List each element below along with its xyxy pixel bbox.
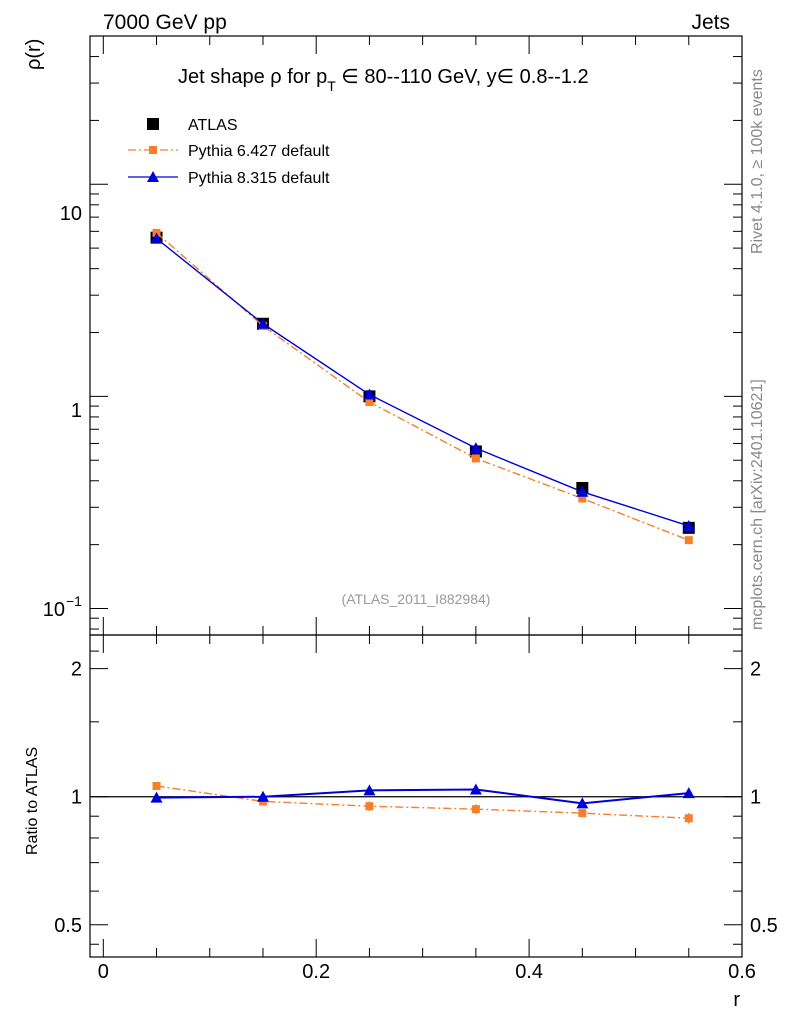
ratio-y-tick-label-1: 1 xyxy=(71,787,82,809)
main-point-pythia-6-427-default xyxy=(471,454,480,463)
ratio-point-pythia-8-315-default xyxy=(256,790,269,802)
ratio-y-tick-label-2: 2 xyxy=(71,659,82,681)
main-y-tick-label-10: 10 xyxy=(60,203,82,225)
x-tick-label-0: 0 xyxy=(98,961,109,983)
title-prefix: Jet shape xyxy=(178,66,270,88)
analysis-id-label: (ATLAS_2011_I882984) xyxy=(342,591,491,607)
title-in2: ∈ xyxy=(497,66,520,88)
ratio-point-pythia-6-427-default xyxy=(365,802,374,811)
header-left-label: 7000 GeV pp xyxy=(103,11,227,34)
main-point-pythia-6-427-default xyxy=(578,494,587,503)
legend: ATLAS Pythia 6.427 default Pythia 8.315 … xyxy=(128,117,330,187)
ratio-series-group xyxy=(150,781,695,824)
ratio-y-tick-label-right-2: 2 xyxy=(750,659,761,681)
main-y-tick-label-1: 1 xyxy=(71,400,82,422)
ratio-line-pythia-6-427-default xyxy=(156,785,689,819)
x-axis-ticks xyxy=(102,36,743,957)
ratio-point-pythia-6-427-default xyxy=(578,809,587,818)
ratio-point-pythia-6-427-default xyxy=(684,814,693,823)
x-tick-label-0.4: 0.4 xyxy=(515,961,543,983)
main-point-pythia-8-315-default xyxy=(576,485,589,497)
main-point-pythia-6-427-default xyxy=(684,536,693,545)
main-axis-ticks xyxy=(90,35,742,630)
legend-label-pythia8: Pythia 8.315 default xyxy=(188,170,330,187)
main-point-pythia-8-315-default xyxy=(363,388,376,400)
title-for-p: for p xyxy=(282,66,328,88)
legend-marker-pythia8 xyxy=(147,171,159,182)
main-point-pythia-6-427-default xyxy=(365,398,374,407)
ratio-point-pythia-8-315-default xyxy=(576,797,589,809)
ratio-panel-frame xyxy=(89,634,743,958)
title-range2: 0.8--1.2 xyxy=(520,66,589,88)
ratio-point-pythia-8-315-default xyxy=(682,787,695,799)
main-point-pythia-8-315-default xyxy=(469,442,482,454)
legend-marker-atlas xyxy=(147,118,159,130)
title-rho: ρ xyxy=(270,66,281,88)
x-tick-label-0.2: 0.2 xyxy=(302,961,330,983)
legend-marker-pythia6 xyxy=(149,146,157,154)
chart-title: Jet shape ρ for pT ∈ 80--110 GeV, y∈ 0.8… xyxy=(178,66,589,94)
main-point-pythia-8-315-default xyxy=(256,317,269,329)
ratio-point-pythia-8-315-default xyxy=(363,784,376,796)
ratio-point-pythia-6-427-default xyxy=(152,781,161,790)
main-y-axis-label: ρ(r) xyxy=(23,39,45,70)
main-point-pythia-8-315-default xyxy=(682,519,695,531)
ratio-point-pythia-8-315-default xyxy=(469,783,482,795)
legend-label-atlas: ATLAS xyxy=(188,117,238,134)
title-in1: ∈ xyxy=(336,66,365,88)
legend-label-pythia6: Pythia 6.427 default xyxy=(188,143,330,160)
x-axis-label: r xyxy=(733,989,740,1011)
main-point-pythia-8-315-default xyxy=(150,232,163,244)
ratio-y-tick-label-right-0.5: 0.5 xyxy=(750,915,778,937)
main-y-tick-label-0.1-base: 10 xyxy=(43,599,65,621)
rivet-label: Rivet 4.1.0, ≥ 100k events xyxy=(749,69,766,254)
ratio-line-pythia-8-315-default xyxy=(156,788,689,805)
title-range1: 80--110 GeV, y xyxy=(364,66,496,88)
title-sub-t: T xyxy=(327,78,336,94)
main-y-tick-label-0.1-exponent: −1 xyxy=(66,593,82,609)
ratio-point-pythia-6-427-default xyxy=(471,805,480,814)
ratio-y-axis-label: Ratio to ATLAS xyxy=(24,747,41,855)
main-series-group xyxy=(150,228,695,545)
ratio-point-pythia-8-315-default xyxy=(150,791,163,803)
main-line-pythia-6-427-default xyxy=(156,232,690,541)
header-right-label: Jets xyxy=(691,11,730,34)
ratio-y-tick-label-0.5: 0.5 xyxy=(54,915,82,937)
main-line-pythia-8-315-default xyxy=(156,237,689,527)
ratio-y-tick-label-right-1: 1 xyxy=(750,787,761,809)
x-tick-label-0.6: 0.6 xyxy=(728,961,756,983)
mcplots-label: mcplots.cern.ch [arXiv:2401.10621] xyxy=(749,379,766,630)
